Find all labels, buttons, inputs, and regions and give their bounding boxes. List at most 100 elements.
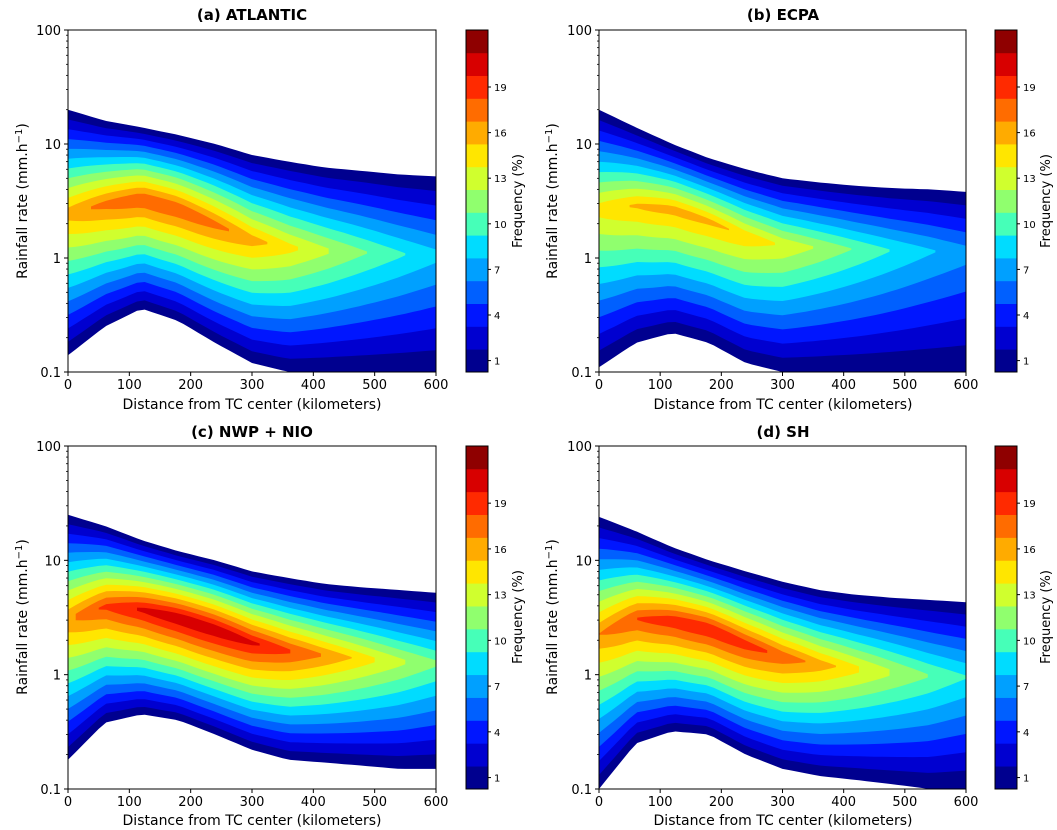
panel-c-colorbar-label: Frequency (%) [511, 570, 526, 664]
x-tick-label: 400 [831, 378, 856, 393]
x-tick-label: 200 [178, 378, 203, 393]
colorbar-level-14 [466, 52, 488, 76]
colorbar-tick-label: 1 [1023, 774, 1029, 785]
colorbar-level-8 [995, 606, 1017, 630]
colorbar-tick-label: 4 [494, 728, 500, 739]
panel-c-x-ticks: 0 100 200 300 400 500 600 [64, 789, 449, 810]
panel-b-colorbar-label: Frequency (%) [1039, 154, 1054, 248]
panel-c-colorbar: 1 4 7 10 13 16 19 [465, 445, 507, 790]
y-tick-label: 100 [567, 24, 592, 39]
x-tick-label: 400 [301, 795, 326, 810]
y-tick-label: 100 [567, 440, 592, 455]
panel-d-colorbar: 1 4 7 10 13 16 19 [994, 445, 1036, 790]
colorbar-level-15 [466, 30, 488, 54]
colorbar-level-5 [466, 258, 488, 282]
colorbar-level-11 [995, 121, 1017, 145]
x-tick-label: 100 [648, 378, 673, 393]
x-tick-label: 400 [301, 378, 326, 393]
contour-band-12 [91, 193, 229, 232]
colorbar-tick-label: 10 [1023, 636, 1036, 647]
colorbar-level-9 [995, 166, 1017, 190]
y-tick-label: 0.1 [40, 783, 61, 798]
y-tick-label: 0.1 [571, 366, 592, 381]
colorbar-tick-label: 1 [1023, 357, 1029, 368]
panel-d-title: (d) SH [756, 423, 809, 441]
colorbar-level-10 [466, 560, 488, 584]
colorbar-level-8 [466, 606, 488, 630]
x-tick-label: 200 [178, 795, 203, 810]
panel-b: (b) ECPA 0 100 200 300 400 500 600 0.1 1 10 100 D… [544, 6, 1054, 413]
panel-a-ylabel: Rainfall rate (mm.h−1) [14, 123, 31, 279]
panel-c-y-ticks: 0.1 1 10 100 [36, 440, 68, 798]
colorbar-tick-label: 1 [494, 774, 500, 785]
colorbar-level-6 [995, 651, 1017, 676]
y-tick-label: 10 [44, 554, 61, 569]
panel-c-contours [68, 514, 436, 769]
colorbar-level-5 [995, 258, 1017, 282]
colorbar-level-13 [466, 75, 488, 99]
panel-b-xlabel: Distance from TC center (kilometers) [654, 397, 913, 413]
x-tick-label: 100 [648, 795, 673, 810]
x-tick-label: 600 [424, 795, 449, 810]
colorbar-tick-label: 7 [494, 682, 500, 693]
y-tick-label: 0.1 [571, 783, 592, 798]
panel-a-colorbar: 1 4 7 10 13 16 19 [465, 29, 507, 373]
panel-d-xlabel: Distance from TC center (kilometers) [654, 813, 913, 829]
panel-b-title: (b) ECPA [747, 6, 820, 24]
colorbar-tick-label: 4 [494, 311, 500, 322]
colorbar-level-15 [466, 446, 488, 470]
colorbar-tick-label: 13 [494, 174, 507, 185]
x-tick-label: 0 [64, 378, 72, 393]
colorbar-level-7 [995, 628, 1017, 653]
x-tick-label: 500 [362, 378, 387, 393]
panel-a-title: (a) ATLANTIC [197, 6, 307, 24]
colorbar-level-8 [995, 189, 1017, 213]
colorbar-tick-label: 19 [494, 499, 507, 510]
colorbar-level-15 [995, 446, 1017, 470]
colorbar-level-6 [995, 235, 1017, 259]
contour-band-11 [629, 203, 729, 231]
x-tick-label: 500 [892, 795, 917, 810]
colorbar-level-12 [995, 514, 1017, 538]
colorbar-level-7 [466, 212, 488, 236]
colorbar-level-6 [466, 651, 488, 676]
y-tick-label: 1 [584, 252, 592, 267]
panel-a-contours [68, 109, 436, 372]
panel-a: (a) ATLANTIC 0 100 200 300 400 500 600 0.11101… [14, 6, 526, 413]
colorbar-level-9 [466, 583, 488, 607]
colorbar-level-2 [466, 743, 488, 767]
colorbar-level-5 [995, 674, 1017, 698]
colorbar-tick-label: 1 [494, 357, 500, 368]
x-tick-label: 200 [709, 795, 734, 810]
colorbar-tick-label: 19 [494, 83, 507, 94]
colorbar-level-2 [466, 326, 488, 350]
panel-b-y-ticks: 0.1 1 10 100 [567, 24, 599, 381]
contour-band-14 [137, 607, 260, 646]
colorbar-level-13 [995, 491, 1017, 515]
contour-band-13 [637, 615, 768, 653]
colorbar-tick-label: 10 [494, 636, 507, 647]
panel-b-ylabel: Rainfall rate (mm.h−1) [544, 123, 561, 279]
colorbar-level-1 [995, 766, 1017, 790]
colorbar-level-3 [995, 720, 1017, 744]
colorbar-level-3 [995, 303, 1017, 327]
colorbar-tick-label: 7 [1023, 682, 1029, 693]
colorbar-level-7 [995, 212, 1017, 236]
x-tick-label: 0 [64, 795, 72, 810]
colorbar-level-3 [466, 303, 488, 327]
x-tick-label: 300 [240, 378, 265, 393]
colorbar-tick-label: 16 [1023, 545, 1036, 556]
panel-a-x-ticks: 0 100 200 300 400 500 600 [64, 372, 448, 393]
y-tick-label: 10 [575, 554, 592, 569]
colorbar-level-7 [466, 628, 488, 653]
colorbar-level-2 [995, 326, 1017, 350]
colorbar-level-12 [466, 98, 488, 122]
x-tick-label: 300 [770, 795, 795, 810]
colorbar-level-8 [466, 189, 488, 213]
colorbar-level-9 [995, 583, 1017, 607]
y-tick-label: 100 [36, 24, 61, 39]
colorbar-level-14 [995, 52, 1017, 76]
panel-c: (c) NWP + NIO 0 100 200 300 400 500 600 0.1110… [14, 423, 526, 829]
x-tick-label: 100 [117, 378, 142, 393]
x-tick-label: 600 [954, 378, 979, 393]
